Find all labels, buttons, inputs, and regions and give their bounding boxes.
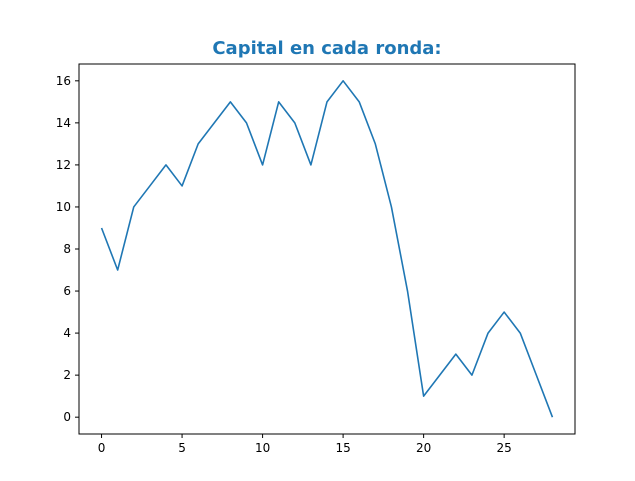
y-tick-label: 8 [63,242,71,256]
x-tick-label: 25 [497,441,512,455]
chart-title: Capital en cada ronda: [212,38,441,59]
x-tick-label: 20 [416,441,431,455]
series-layer [100,80,554,418]
y-tick-label: 6 [63,284,71,298]
y-tick-label: 2 [63,368,71,382]
x-tick-label: 10 [255,441,270,455]
plot-area-frame [78,63,576,435]
y-tick-label: 4 [63,326,71,340]
x-tick-label: 5 [178,441,186,455]
x-tick-label: 0 [98,441,106,455]
y-tick-label: 16 [56,74,71,88]
y-tick-label: 12 [56,158,71,172]
x-axis: 0 5 10 15 20 25 [98,434,512,455]
series-line-0 [100,80,554,418]
x-tick-label: 15 [335,441,350,455]
y-axis: 0 2 4 6 8 10 12 14 16 [56,74,79,424]
y-tick-label: 10 [56,200,71,214]
y-tick-label: 14 [56,116,71,130]
y-tick-label: 0 [63,410,71,424]
